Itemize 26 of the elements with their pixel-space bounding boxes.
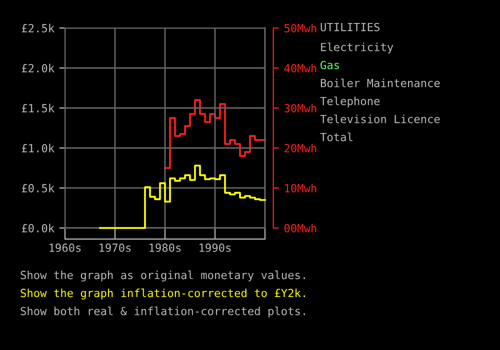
text: Total	[320, 132, 352, 142]
text: Telephone	[320, 96, 380, 108]
y-tick-label: £0.0k	[22, 224, 54, 232]
y2-tick-label: 40Mwh	[284, 64, 316, 72]
x-tick-label: 1980s	[150, 244, 181, 252]
text: Boiler Maintenance	[320, 78, 440, 88]
text: Electricity	[321, 42, 394, 54]
y2-tick-label: 00Mwh	[284, 224, 316, 232]
y2-tick-label: 50Mwh	[284, 24, 316, 32]
text: Television Licence	[320, 114, 440, 124]
y-tick-label: £2.0k	[22, 64, 54, 72]
y2-tick-label: 10Mwh	[285, 184, 316, 192]
x-tick-label: 1990s	[200, 244, 231, 252]
text: Show the graph as original monetary values.	[20, 270, 305, 282]
y-tick-label: £0.5k	[22, 184, 54, 192]
y2-tick-label: 30Mwh	[284, 104, 316, 112]
text: Show both real & inflation-corrected plots.	[20, 306, 305, 318]
y-tick-label: £2.5k	[22, 24, 54, 32]
text: Show the graph inflation-corrected to £Y2k.	[20, 288, 305, 300]
text: UTILITIES	[320, 22, 380, 32]
y-tick-label: £1.0k	[22, 144, 54, 152]
x-tick-label: 1970s	[100, 244, 131, 252]
y-tick-label: £1.5k	[22, 104, 54, 112]
y2-tick-label: 20Mwh	[284, 144, 316, 152]
text: Gas	[320, 60, 339, 70]
x-tick-label: 1960s	[50, 244, 81, 252]
